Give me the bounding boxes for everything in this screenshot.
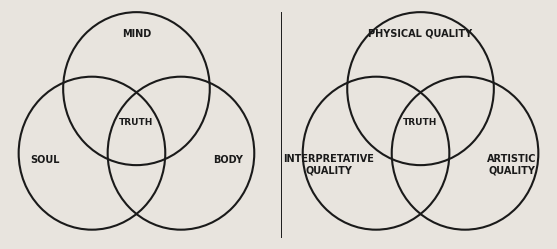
- Text: MIND: MIND: [122, 29, 151, 39]
- Text: SOUL: SOUL: [30, 155, 60, 165]
- Text: ARTISTIC
QUALITY: ARTISTIC QUALITY: [487, 154, 537, 176]
- Text: INTERPRETATIVE
QUALITY: INTERPRETATIVE QUALITY: [284, 154, 374, 176]
- Text: PHYSICAL QUALITY: PHYSICAL QUALITY: [369, 29, 472, 39]
- Text: BODY: BODY: [213, 155, 243, 165]
- Text: TRUTH: TRUTH: [403, 118, 438, 126]
- Text: TRUTH: TRUTH: [119, 118, 154, 126]
